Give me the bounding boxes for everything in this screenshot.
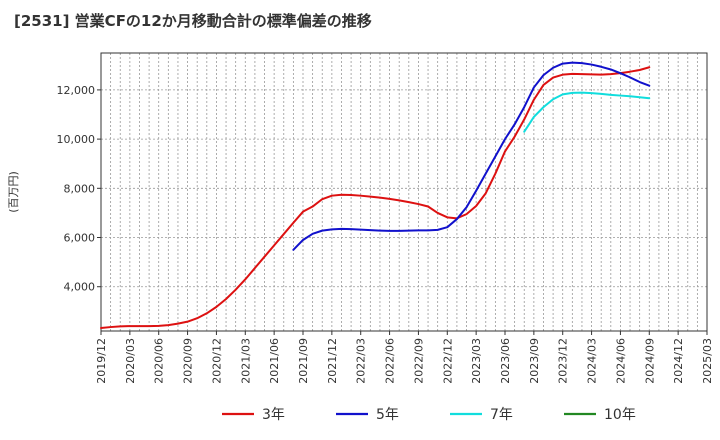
chart-title: [2531] 営業CFの12か月移動合計の標準偏差の推移 <box>14 12 372 30</box>
x-tick-label: 2020/12 <box>210 338 223 384</box>
x-tick-label: 2022/12 <box>441 338 454 384</box>
legend-label: 7年 <box>490 407 513 423</box>
y-axis-label: (百万円) <box>7 171 20 213</box>
y-tick-label: 4,000 <box>64 281 96 294</box>
legend-label: 10年 <box>604 407 636 423</box>
y-axis-ticks: 4,000 6,000 8,000 10,000 12,000 <box>57 84 101 294</box>
x-tick-label: 2020/09 <box>182 338 195 384</box>
y-tick-label: 12,000 <box>57 84 96 97</box>
x-tick-label: 2024/09 <box>643 338 656 384</box>
x-tick-label: 2022/03 <box>355 338 368 384</box>
x-tick-label: 2019/12 <box>95 338 108 384</box>
y-tick-label: 6,000 <box>64 232 96 245</box>
x-tick-label: 2023/06 <box>499 338 512 384</box>
plot-frame <box>100 52 708 332</box>
x-tick-label: 2024/12 <box>672 338 685 384</box>
y-tick-label: 8,000 <box>64 182 96 195</box>
legend-label: 5年 <box>376 407 399 423</box>
x-tick-label: 2024/03 <box>586 338 599 384</box>
series-layer <box>100 61 651 330</box>
series-line-7年 <box>523 91 651 133</box>
series-line-3年 <box>100 66 651 330</box>
legend-label: 3年 <box>262 407 285 423</box>
legend: 3年 5年 7年 10年 <box>222 407 636 423</box>
x-tick-label: 2021/09 <box>297 338 310 384</box>
x-tick-label: 2021/12 <box>326 338 339 384</box>
x-tick-label: 2025/03 <box>701 338 714 384</box>
x-tick-label: 2022/06 <box>384 338 397 384</box>
x-tick-label: 2023/03 <box>470 338 483 384</box>
x-tick-label: 2021/06 <box>268 338 281 384</box>
x-tick-label: 2023/12 <box>557 338 570 384</box>
x-axis-ticks: 2019/12 2020/03 2020/06 2020/09 2020/12 2021/… <box>95 331 714 384</box>
x-tick-label: 2023/09 <box>528 338 541 384</box>
x-tick-label: 2024/06 <box>614 338 627 384</box>
x-tick-label: 2020/03 <box>124 338 137 384</box>
x-tick-label: 2021/03 <box>239 338 252 384</box>
grid-layer <box>100 53 708 331</box>
series-line-5年 <box>292 61 651 251</box>
x-tick-label: 2020/06 <box>153 338 166 384</box>
y-tick-label: 10,000 <box>57 133 96 146</box>
x-tick-label: 2022/09 <box>412 338 425 384</box>
